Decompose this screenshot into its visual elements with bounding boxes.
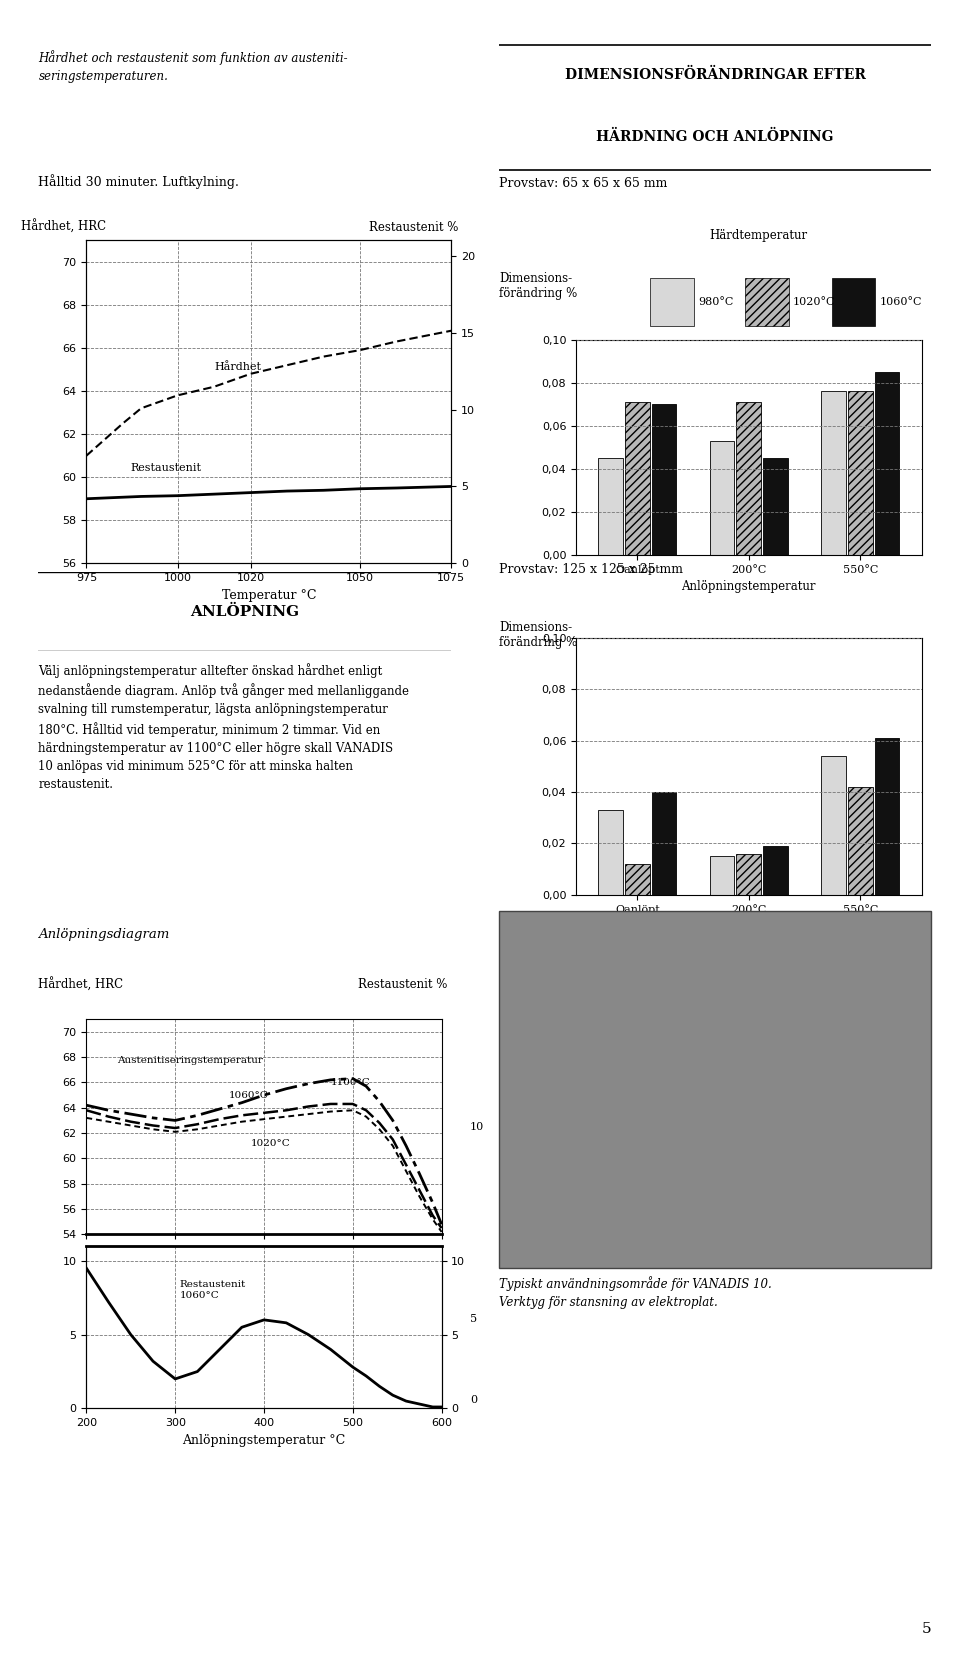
- Text: Hårdhet och restaustenit som funktion av austeniti-
seringstemperaturen.: Hårdhet och restaustenit som funktion av…: [38, 50, 348, 83]
- Bar: [652, 792, 677, 895]
- Text: 1020°C: 1020°C: [793, 297, 835, 307]
- Bar: [598, 457, 623, 555]
- Text: HÄRDNING OCH ANLÖPNING: HÄRDNING OCH ANLÖPNING: [596, 129, 834, 144]
- X-axis label: Anlöpningstemperatur °C: Anlöpningstemperatur °C: [182, 1433, 346, 1447]
- Text: 5: 5: [470, 1314, 477, 1324]
- Text: 10: 10: [470, 1122, 484, 1132]
- FancyBboxPatch shape: [745, 277, 788, 326]
- Text: VANADIS 10: VANADIS 10: [815, 12, 941, 30]
- Text: 5: 5: [922, 1622, 931, 1637]
- Text: Restaustenit
1060°C: Restaustenit 1060°C: [180, 1281, 246, 1299]
- Bar: [736, 853, 761, 895]
- X-axis label: Temperatur °C: Temperatur °C: [222, 588, 316, 601]
- Bar: [709, 857, 734, 895]
- Text: Hårdhet, HRC: Hårdhet, HRC: [21, 220, 106, 234]
- Text: Dimensions-
förändring %: Dimensions- förändring %: [499, 272, 578, 300]
- Bar: [598, 810, 623, 895]
- Text: 1060°C: 1060°C: [228, 1090, 268, 1100]
- Text: Typiskt användningsområde för VANADIS 10.
Verktyg för stansning av elektroplat.: Typiskt användningsområde för VANADIS 10…: [499, 1276, 772, 1309]
- FancyBboxPatch shape: [831, 277, 876, 326]
- Text: 1060°C: 1060°C: [879, 297, 922, 307]
- Text: Provstav: 125 x 125 x 25 mm: Provstav: 125 x 125 x 25 mm: [499, 563, 684, 577]
- Text: Restaustenit %: Restaustenit %: [358, 978, 447, 991]
- Bar: [848, 787, 873, 895]
- Text: 1020°C: 1020°C: [251, 1138, 291, 1148]
- Bar: [875, 737, 900, 895]
- Text: 980°C: 980°C: [698, 297, 733, 307]
- Bar: [736, 403, 761, 555]
- Bar: [625, 863, 650, 895]
- Bar: [821, 756, 846, 895]
- Text: 0: 0: [470, 1395, 477, 1405]
- Bar: [875, 371, 900, 555]
- FancyBboxPatch shape: [651, 277, 693, 326]
- Text: Hårdhet, HRC: Hårdhet, HRC: [38, 978, 124, 993]
- Text: Hårdhet: Hårdhet: [214, 361, 261, 371]
- Bar: [625, 403, 650, 555]
- Text: Provstav: 65 x 65 x 65 mm: Provstav: 65 x 65 x 65 mm: [499, 177, 667, 191]
- Text: Austenitiseringstemperatur: Austenitiseringstemperatur: [117, 1057, 263, 1065]
- Bar: [763, 847, 788, 895]
- X-axis label: Anlöpningstemperatur: Anlöpningstemperatur: [682, 580, 816, 593]
- Text: DIMENSIONSFÖRÄNDRINGAR EFTER: DIMENSIONSFÖRÄNDRINGAR EFTER: [564, 68, 866, 81]
- Text: Dimensions-
förändring %: Dimensions- förändring %: [499, 621, 578, 650]
- Text: Anlöpningsdiagram: Anlöpningsdiagram: [38, 928, 170, 941]
- Bar: [848, 391, 873, 555]
- FancyBboxPatch shape: [499, 911, 931, 1268]
- Bar: [652, 404, 677, 555]
- Text: Restaustenit %: Restaustenit %: [370, 220, 459, 234]
- Text: Välj anlöpningstemperatur alltefter önskad hårdhet enligt
nedanstående diagram. : Välj anlöpningstemperatur alltefter önsk…: [38, 663, 409, 792]
- Text: Hålltid 30 minuter. Luftkylning.: Hålltid 30 minuter. Luftkylning.: [38, 174, 239, 189]
- Text: Härdtemperatur: Härdtemperatur: [709, 229, 807, 242]
- Bar: [709, 441, 734, 555]
- Text: 1100°C: 1100°C: [330, 1079, 371, 1087]
- Text: ANLÖPNING: ANLÖPNING: [190, 605, 300, 618]
- Bar: [821, 391, 846, 555]
- Text: Restaustenit: Restaustenit: [131, 462, 202, 472]
- Bar: [763, 457, 788, 555]
- X-axis label: Anlöpningstemperatur: Anlöpningstemperatur: [682, 920, 816, 933]
